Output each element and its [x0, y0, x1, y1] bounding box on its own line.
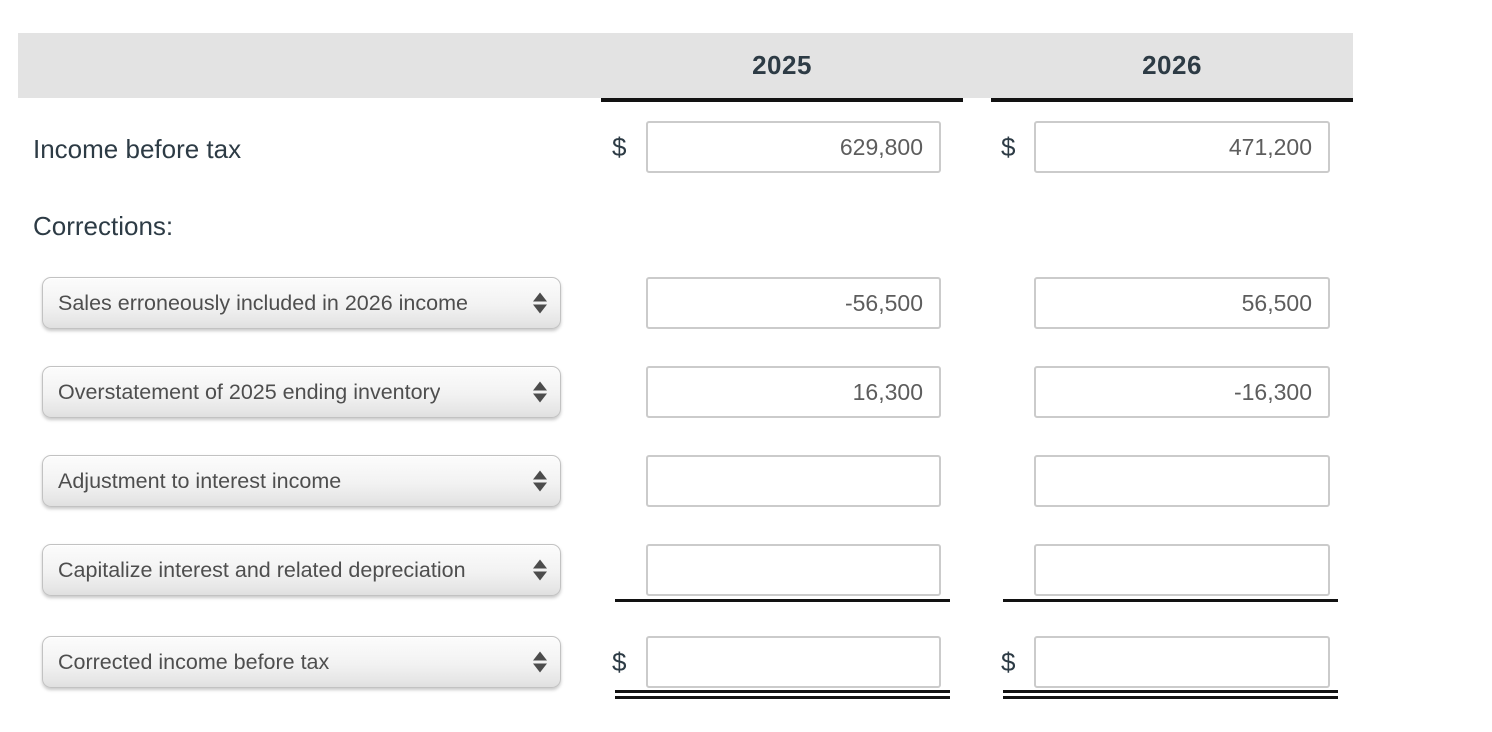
total-double-rule-2026 [1003, 690, 1338, 699]
dollar-sign-income-2025: $ [612, 131, 627, 162]
header-underline-2025 [601, 98, 963, 102]
column-header-2025: 2025 [752, 50, 812, 80]
up-down-spinner-icon [533, 381, 547, 403]
correction-4-2025-input[interactable] [646, 544, 941, 596]
correction-select-2[interactable]: Overstatement of 2025 ending inventory [42, 366, 561, 418]
up-down-spinner-icon [533, 292, 547, 314]
table-header-bar [18, 33, 1353, 98]
correction-2-2026-input[interactable] [1034, 366, 1330, 418]
up-down-spinner-icon [533, 559, 547, 581]
income-2025-input[interactable] [646, 121, 941, 173]
total-2025-input[interactable] [646, 636, 941, 688]
header-underline-2026 [991, 98, 1353, 102]
up-down-spinner-icon [533, 651, 547, 673]
correction-3-2025-input[interactable] [646, 455, 941, 507]
correction-2-2025-input[interactable] [646, 366, 941, 418]
total-2026-input[interactable] [1034, 636, 1330, 688]
dollar-sign-income-2026: $ [1001, 131, 1016, 162]
correction-select-4-value: Capitalize interest and related deprecia… [58, 557, 466, 582]
total-select-value: Corrected income before tax [58, 649, 330, 674]
income-2026-input[interactable] [1034, 121, 1330, 173]
correction-3-2026-input[interactable] [1034, 455, 1330, 507]
correction-select-1[interactable]: Sales erroneously included in 2026 incom… [42, 277, 561, 329]
correction-4-2026-input[interactable] [1034, 544, 1330, 596]
total-select[interactable]: Corrected income before tax [42, 636, 561, 688]
correction-1-2026-input[interactable] [1034, 277, 1330, 329]
income-before-tax-label: Income before tax [33, 134, 242, 164]
correction-select-3-value: Adjustment to interest income [58, 468, 342, 493]
subtotal-rule-2026 [1003, 599, 1338, 602]
correction-select-4[interactable]: Capitalize interest and related deprecia… [42, 544, 561, 596]
up-down-spinner-icon [533, 470, 547, 492]
correction-select-1-value: Sales erroneously included in 2026 incom… [58, 290, 468, 315]
dollar-sign-total-2025: $ [612, 646, 627, 677]
correction-select-3[interactable]: Adjustment to interest income [42, 455, 561, 507]
correction-1-2025-input[interactable] [646, 277, 941, 329]
total-double-rule-2025 [615, 690, 950, 699]
column-header-2026: 2026 [1142, 50, 1202, 80]
dollar-sign-total-2026: $ [1001, 646, 1016, 677]
correction-select-2-value: Overstatement of 2025 ending inventory [58, 379, 441, 404]
corrections-heading: Corrections: [33, 211, 174, 241]
subtotal-rule-2025 [615, 599, 950, 602]
